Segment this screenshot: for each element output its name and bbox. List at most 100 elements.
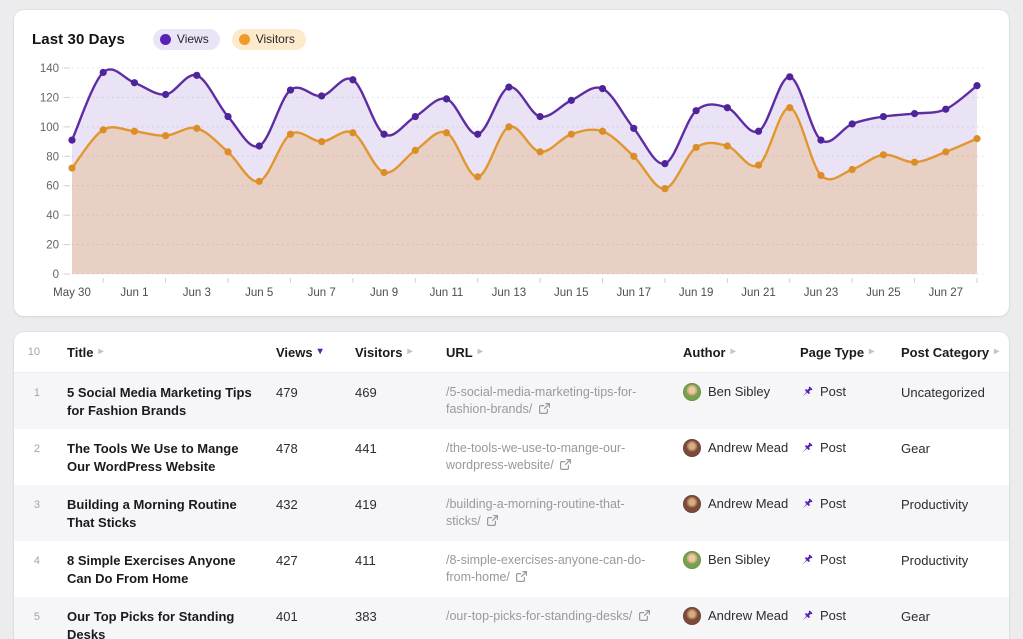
sort-icon: ▸: [407, 346, 413, 357]
legend-views-pill[interactable]: Views: [152, 28, 220, 50]
traffic-chart-card: Last 30 Days Views Visitors 0 20 40 60 80 100…: [14, 10, 1009, 316]
author-cell: Ben Sibley: [683, 541, 800, 579]
visitors-value: 441: [355, 441, 377, 457]
svg-text:Jun 7: Jun 7: [308, 287, 336, 299]
post-title-link[interactable]: 8 Simple Exercises Anyone Can Do From Ho…: [67, 553, 236, 586]
views-dot-icon: [159, 33, 171, 45]
legend-visitors-pill[interactable]: Visitors: [231, 28, 306, 50]
column-header-label: URL: [446, 344, 473, 360]
post-url-link[interactable]: /our-top-picks-for-standing-desks/: [446, 597, 683, 635]
post-url-link[interactable]: /8-simple-exercises-anyone-can-do-from-h…: [446, 541, 683, 596]
page-type-cell: Post: [800, 485, 901, 523]
visitors-value: 419: [355, 497, 377, 513]
table-body: 1 5 Social Media Marketing Tips for Fash…: [14, 373, 1009, 639]
author-avatar: [683, 607, 701, 626]
pushpin-icon: [802, 498, 813, 509]
legend-visitors-label: Visitors: [255, 32, 295, 46]
chart-header: Last 30 Days Views Visitors: [32, 26, 991, 52]
sort-icon: ▸: [730, 346, 736, 357]
page-type-label: Post: [820, 608, 847, 624]
post-title-link[interactable]: 5 Social Media Marketing Tips for Fashio…: [67, 385, 252, 418]
table-header-row: 10 Title ▸ Views ▾ Visitors ▸ URL ▸ Auth…: [14, 332, 1009, 373]
column-header-label: Post Category: [901, 344, 990, 360]
table-row[interactable]: 4 8 Simple Exercises Anyone Can Do From …: [14, 541, 1009, 597]
svg-text:40: 40: [46, 210, 59, 222]
svg-text:140: 140: [40, 63, 59, 75]
page-type-cell: Post: [800, 429, 901, 467]
row-number: 5: [33, 611, 40, 624]
svg-text:0: 0: [53, 269, 59, 281]
svg-text:May 30: May 30: [53, 287, 91, 299]
author-avatar: [683, 383, 701, 401]
legend-views-label: Views: [176, 32, 209, 46]
post-url-text: /our-top-picks-for-standing-desks/: [446, 609, 636, 624]
svg-text:Jun 3: Jun 3: [183, 287, 211, 299]
svg-text:Jun 1: Jun 1: [120, 287, 148, 299]
column-header-page-type[interactable]: Page Type ▸: [800, 345, 901, 360]
table-row[interactable]: 5 Our Top Picks for Standing Desks 401 3…: [14, 597, 1009, 639]
table-row[interactable]: 2 The Tools We Use to Mange Our WordPres…: [14, 429, 1009, 485]
author-avatar: [683, 551, 701, 570]
post-category: Uncategorized: [901, 385, 985, 400]
page-type-label: Post: [820, 496, 847, 512]
post-url-text: /the-tools-we-use-to-mange-our-wordpress…: [446, 441, 626, 472]
visitors-value: 411: [355, 553, 376, 569]
author-cell: Andrew Mead: [683, 597, 800, 635]
author-name: Andrew Mead: [708, 496, 789, 512]
author-name: Ben Sibley: [708, 552, 771, 568]
column-header-title[interactable]: Title ▸: [54, 345, 276, 360]
column-header-url[interactable]: URL ▸: [446, 345, 683, 360]
sort-icon: ▸: [477, 346, 483, 357]
sort-icon: ▸: [869, 346, 875, 357]
post-url-link[interactable]: /building-a-morning-routine-that-sticks/: [446, 485, 683, 540]
svg-text:Jun 5: Jun 5: [245, 287, 273, 299]
column-header-label: Title: [67, 344, 94, 360]
column-header-author[interactable]: Author ▸: [683, 345, 800, 360]
views-visitors-line-chart: 0 20 40 60 80 100 120 140 May 30 Jun 1 Jun 3 Jun 5 J…: [40, 63, 987, 299]
row-number: 1: [33, 387, 40, 399]
author-name: Andrew Mead: [708, 608, 789, 624]
sort-icon: ▸: [994, 346, 1000, 357]
chart-title: Last 30 Days: [32, 30, 125, 48]
row-number: 3: [33, 499, 40, 512]
pushpin-icon: [802, 442, 813, 453]
post-url-link[interactable]: /the-tools-we-use-to-mange-our-wordpress…: [446, 429, 683, 484]
post-title-link[interactable]: Our Top Picks for Standing Desks: [67, 609, 235, 639]
svg-text:80: 80: [46, 151, 59, 163]
post-title-link[interactable]: The Tools We Use to Mange Our WordPress …: [67, 441, 239, 474]
external-link-icon: [487, 515, 499, 527]
views-value: 427: [276, 553, 298, 569]
row-number: 2: [33, 443, 40, 456]
external-link-icon: [516, 571, 528, 583]
svg-text:60: 60: [46, 181, 59, 193]
external-link-icon: [638, 610, 650, 622]
svg-text:Jun 19: Jun 19: [679, 287, 714, 299]
column-header-visitors[interactable]: Visitors ▸: [355, 345, 446, 360]
svg-text:Jun 9: Jun 9: [370, 287, 398, 299]
table-row[interactable]: 3 Building a Morning Routine That Sticks…: [14, 485, 1009, 542]
post-category: Gear: [901, 609, 930, 625]
views-value: 478: [276, 441, 298, 457]
author-name: Ben Sibley: [708, 384, 771, 399]
post-url-text: /8-simple-exercises-anyone-can-do-from-h…: [446, 553, 646, 585]
column-header-label: Views: [276, 344, 313, 360]
page-type-label: Post: [820, 552, 847, 568]
column-header-post-category[interactable]: Post Category ▸: [901, 345, 1009, 360]
pushpin-icon: [802, 554, 813, 565]
views-value: 401: [276, 609, 298, 625]
svg-text:120: 120: [40, 92, 59, 104]
table-row[interactable]: 1 5 Social Media Marketing Tips for Fash…: [14, 373, 1009, 430]
svg-text:100: 100: [40, 122, 59, 134]
external-link-icon: [560, 458, 572, 470]
column-header-views[interactable]: Views ▾: [276, 345, 355, 360]
post-category: Productivity: [901, 553, 969, 569]
svg-text:Jun 21: Jun 21: [741, 287, 776, 299]
svg-text:Jun 25: Jun 25: [866, 287, 901, 299]
svg-text:20: 20: [46, 240, 59, 252]
pushpin-icon: [802, 386, 813, 397]
pushpin-icon: [802, 611, 813, 621]
post-title-link[interactable]: Building a Morning Routine That Sticks: [67, 497, 237, 530]
chart-legend: Views Visitors: [152, 28, 306, 50]
author-cell: Andrew Mead: [683, 429, 800, 467]
post-url-link[interactable]: /5-social-media-marketing-tips-for-fashi…: [446, 373, 683, 428]
